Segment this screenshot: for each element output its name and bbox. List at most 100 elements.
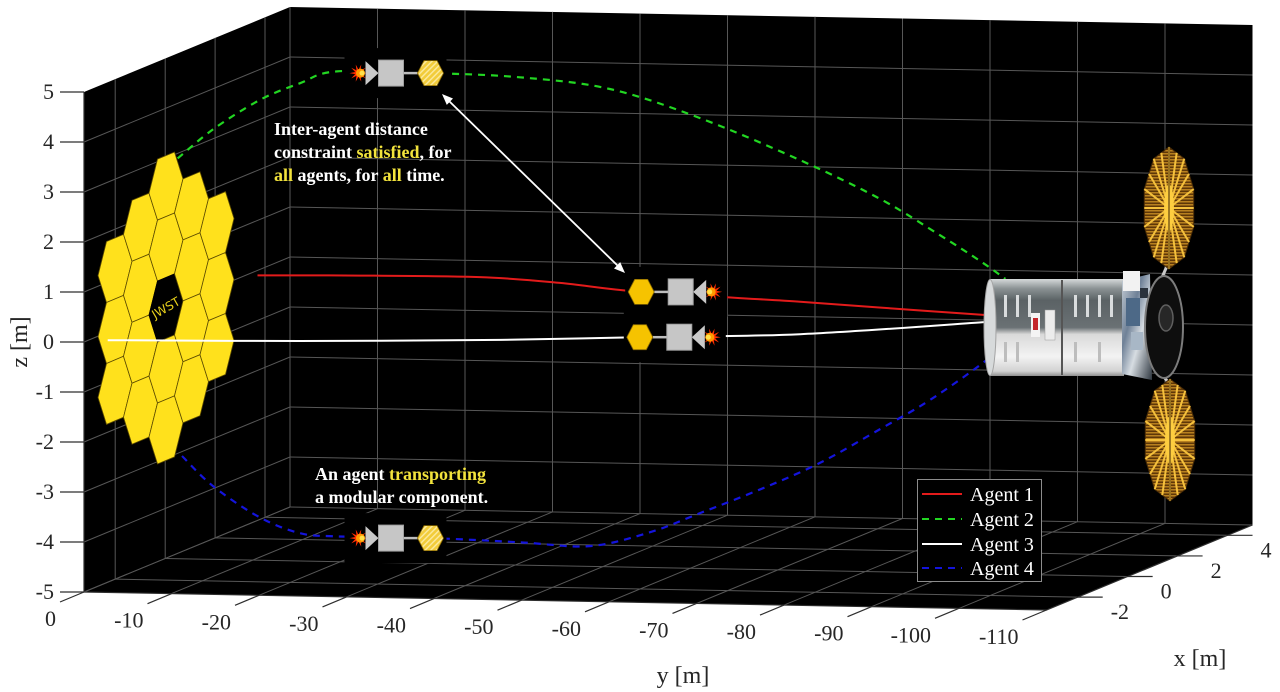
agent-2-icon: [344, 48, 447, 99]
y-tick-mark: [409, 597, 435, 610]
agent-body-icon: [378, 59, 404, 87]
annotation-distance-constraint: Inter-agent distance constraint satisfie…: [274, 119, 451, 185]
grid-line-back-wall: [289, 406, 1253, 426]
x-tick-label: 2: [1211, 558, 1222, 583]
annotation-line: all agents, for all time.: [274, 165, 445, 185]
trajectory-agent-3: [107, 321, 985, 343]
x-axis-label: x [m]: [1174, 646, 1227, 672]
z-tick-label: -5: [36, 579, 54, 604]
z-tick-label: -1: [36, 379, 54, 404]
modular-component-hexagon-icon: [627, 278, 655, 305]
inter-agent-distance-arrow: [442, 94, 625, 273]
grid-line-floor: [608, 516, 816, 603]
thruster-flame-hot-core-icon: [359, 70, 365, 76]
grid-line-left-wall: [83, 456, 291, 543]
y-tick-mark: [672, 602, 697, 615]
hull-placard: [1044, 309, 1056, 341]
y-tick-mark: [847, 606, 872, 618]
annotation-highlight: all: [383, 165, 402, 185]
legend-box: [917, 479, 1042, 582]
y-tick-mark: [234, 594, 260, 606]
service-module-box: [1123, 271, 1140, 291]
y-tick-label: -90: [814, 621, 843, 646]
y-tick-mark: [147, 593, 172, 605]
agent-1-icon: [625, 266, 728, 317]
thruster-nozzle-icon: [691, 325, 705, 350]
y-tick-label: -10: [114, 608, 143, 633]
annotation-highlight: all: [274, 165, 293, 185]
legend: Agent 1 Agent 2 Agent 3 Agent 4: [917, 479, 1042, 582]
grid-line-floor: [958, 522, 1166, 609]
y-tick-label: -60: [552, 616, 581, 641]
annotation-text: time.: [402, 165, 445, 185]
modular-component-hexagon-icon: [626, 324, 654, 351]
y-tick-label: -50: [464, 614, 493, 639]
z-tick-label: -2: [36, 429, 54, 454]
grid-line-floor: [696, 518, 903, 604]
legend-label: Agent 3: [970, 534, 1034, 556]
trajectory-agent-4: [181, 343, 1001, 548]
z-axis-label: z [m]: [7, 316, 33, 367]
agent-snapshots: [344, 48, 728, 564]
grid-line-floor: [115, 578, 1078, 598]
grid-line-back-wall: [289, 156, 1253, 176]
agent-body-icon: [378, 524, 404, 552]
thruster-nozzle-icon: [365, 526, 379, 551]
y-tick-mark: [59, 591, 85, 603]
legend-label: Agent 4: [970, 558, 1034, 580]
legend-label: Agent 1: [970, 484, 1034, 506]
agent-4-icon: [344, 513, 447, 564]
agent-3-icon: [623, 312, 726, 363]
grid-line-back-wall: [289, 56, 1253, 76]
modular-component-hexagon-icon: [417, 525, 444, 551]
service-module-detail: [1126, 298, 1140, 326]
thruster-nozzle-icon: [365, 61, 379, 86]
annotation-line: constraint satisfied, for: [274, 142, 451, 162]
arrow-shaft: [448, 100, 619, 267]
thruster-flame-hot-core-icon: [705, 334, 711, 340]
z-tick-label: 0: [43, 329, 54, 354]
z-tick-label: 5: [43, 79, 54, 104]
service-module-detail: [1131, 332, 1143, 350]
y-tick-label: -30: [289, 611, 318, 636]
annotation-transport: An agent transporting a modular componen…: [315, 464, 488, 507]
y-tick-mark: [497, 599, 522, 611]
grid-line-left-wall: [83, 406, 291, 493]
grid-line-floor: [346, 511, 553, 598]
grid-line-back-wall: [289, 256, 1253, 276]
z-tick-label: 4: [43, 129, 54, 154]
y-tick-mark: [1022, 609, 1047, 621]
x-tick-label: 0: [1161, 579, 1172, 604]
cargo-spacecraft: [983, 146, 1196, 502]
hull-slots-lower: [1004, 342, 1101, 362]
aft-port: [1158, 304, 1174, 332]
agent-body-icon: [667, 278, 694, 306]
thruster-flame-hot-core-icon: [707, 289, 713, 295]
z-tick-label: 1: [43, 279, 54, 304]
y-tick-label: -100: [891, 622, 931, 647]
jwst-mirror: JWST: [97, 151, 235, 465]
x-tick-label: 4: [1261, 537, 1272, 562]
trajectories: [107, 69, 1007, 548]
thruster-nozzle-icon: [693, 279, 707, 304]
y-tick-label: -70: [639, 617, 668, 642]
legend-item-agent-2: Agent 2: [922, 509, 1034, 531]
z-tick-label: 2: [43, 229, 54, 254]
hull-slots: [1004, 295, 1113, 317]
annotation-text: An agent: [315, 464, 389, 484]
y-tick-label: -20: [202, 609, 231, 634]
floor-plane: [84, 507, 1253, 610]
pressurized-cargo-module: [990, 279, 1124, 376]
annotation-highlight: satisfied: [357, 142, 420, 162]
y-tick-mark: [322, 596, 347, 608]
annotation-highlight: transporting: [389, 464, 486, 484]
arrow-head-down-icon: [614, 262, 625, 273]
y-tick-label: -40: [377, 613, 406, 638]
grid-line-floor: [521, 514, 728, 601]
modular-component-hexagon-icon: [417, 60, 444, 86]
y-tick-label: -80: [727, 619, 756, 644]
trajectory-agent-1: [257, 274, 986, 316]
legend-label: Agent 2: [970, 509, 1034, 531]
grid-line-floor: [433, 513, 641, 599]
